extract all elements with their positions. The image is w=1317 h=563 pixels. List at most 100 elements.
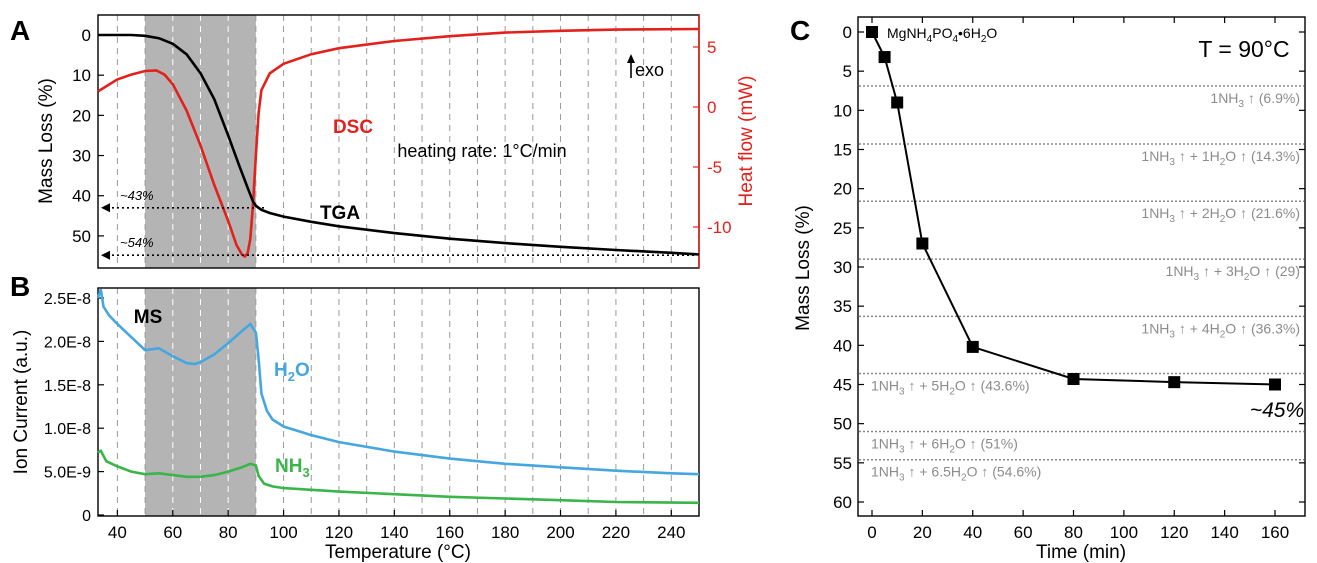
sub: 2 [981,34,987,45]
ref-h2o: ↑ + 5H [905,378,950,394]
mass-loss-line [871,31,1276,386]
plot-frame [97,287,700,517]
reference-label: 1NH3 ↑ + 1H2O ↑ (14.3%) [1141,148,1300,168]
y-tick-label: 40 [833,336,852,355]
y-tick-label: 35 [833,297,852,316]
ref-sub: 2 [1220,214,1226,225]
ref-value: O ↑ (21.6%) [1225,205,1300,221]
x-tick-label: 100 [269,523,297,542]
text-span: O [295,360,310,381]
compound-label: MgNH4PO4•6H2O [887,25,997,45]
ref-sub: 2 [1220,157,1226,168]
y-tick-label: 10 [833,101,852,120]
y-tick-label: 55 [833,454,852,473]
tga-label: TGA [320,203,360,224]
right-y-axis-title: Heat flow (mW) [736,76,757,207]
ref-nh3: 1NH [1166,263,1194,279]
ref-sub: 3 [1169,214,1175,225]
x-tick-label: 80 [219,523,238,542]
data-point [1269,378,1281,391]
panel-b: 0 5.0E-9 1.0E-8 1.5E-8 2.0E-8 2.5E-8 40 60 80 100… [10,271,700,563]
reference-label: 1NH3 ↑ + 6H2O ↑ (51%) [871,436,1018,456]
panel-label: B [10,271,30,302]
sub: 4 [927,34,933,45]
y-tick-label: 20 [72,106,91,125]
level-arrowhead [101,250,110,260]
nh3-label: NH3 [275,456,310,480]
y-tick-label: 30 [833,258,852,277]
text-span: NH [275,456,302,477]
nh3-line [97,448,700,505]
level-label: ~43% [120,188,154,203]
data-point [1168,376,1181,389]
x-tick-label: 200 [546,523,574,542]
right-y-tick-label: 0 [707,98,716,117]
ref-value: O ↑ (36.3%) [1225,320,1300,336]
reference-label: 1NH3 ↑ (6.9%) [1210,90,1300,110]
ref-sub: 2 [949,387,955,398]
y-tick-label: 1.0E-8 [44,421,91,438]
ref-sub: 3 [899,473,905,484]
x-tick-label: 20 [913,523,932,542]
y-tick-label: 15 [833,141,852,160]
ref-sub: 2 [1244,272,1250,283]
ref-h2o: ↑ + 1H [1175,148,1220,164]
level-arrowhead [101,203,110,213]
ref-h2o: ↑ + 2H [1175,205,1220,221]
ref-nh3: 1NH [1141,148,1169,164]
ref-h2o: ↑ + 4H [1175,320,1220,336]
x-tick-label: 220 [602,523,630,542]
ref-value: O ↑ (54.6%) [967,464,1042,480]
h2o-label: H2O [274,360,310,384]
heating-rate-label: heating rate: 1°C/min [397,141,566,161]
panel-label: A [10,15,30,46]
ref-sub: 2 [949,445,955,456]
level-label: ~54% [120,235,154,250]
x-tick-label: 60 [163,523,182,542]
reference-label: 1NH3 ↑ + 4H2O ↑ (36.3%) [1141,320,1300,340]
x-tick-label: 240 [657,523,685,542]
y-tick-label: 0 [82,26,91,45]
ref-sub: 3 [1238,99,1244,110]
ref-nh3: 1NH [871,464,899,480]
text-span: PO [932,25,952,41]
right-y-tick-label: -5 [707,158,722,177]
y-tick-label: 20 [833,180,852,199]
y-axis-title: Mass Loss (%) [36,78,57,204]
ref-nh3: 1NH [1141,320,1169,336]
y-tick-label: 5 [843,62,852,81]
panel-a: 0102030405050-5-10~43%~54%DSCTGAheating … [10,14,757,269]
x-tick-label: 160 [1261,523,1289,542]
h2o-line [96,288,700,476]
reference-label: 1NH3 ↑ + 6.5H2O ↑ (54.6%) [871,464,1041,484]
y-axis-title: Ion Current (a.u.) [11,330,32,475]
y-tick-label: 30 [72,147,91,166]
y-tick-label: 10 [72,66,91,85]
x-tick-label: 120 [325,523,353,542]
ref-sub: 2 [1220,329,1226,340]
x-tick-label: 140 [1210,523,1238,542]
x-tick-label: 40 [108,523,127,542]
ref-sub: 3 [899,387,905,398]
panel-c: 0 5 10 15 20 25 30 35 40 45 50 55 60 0 20 40 60 80 100 120 1… [790,15,1306,563]
x-tick-label: 160 [436,523,464,542]
data-point [966,340,979,353]
x-tick-label: 120 [1160,523,1188,542]
reference-label: 1NH3 ↑ + 3H2O ↑ (29) [1166,263,1300,283]
text-span: •6H [958,25,981,41]
x-tick-label: 80 [1064,523,1083,542]
ref-sub: 3 [1194,272,1200,283]
ref-nh3: 1NH [871,436,899,452]
y-tick-label: 0 [82,508,91,525]
text-span: O [986,25,997,41]
ref-sub: 3 [1169,157,1175,168]
exo-label: exo [635,60,664,80]
y-tick-label: 5.0E-9 [44,465,91,482]
ref-value: O ↑ (14.3%) [1225,148,1300,164]
nh3-sub: 3 [302,465,309,480]
text-span: H [274,360,288,381]
y-tick-label: 40 [72,187,91,206]
ref-nh3: 1NH [1141,205,1169,221]
data-point [866,26,878,38]
y-tick-label: 60 [833,493,852,512]
